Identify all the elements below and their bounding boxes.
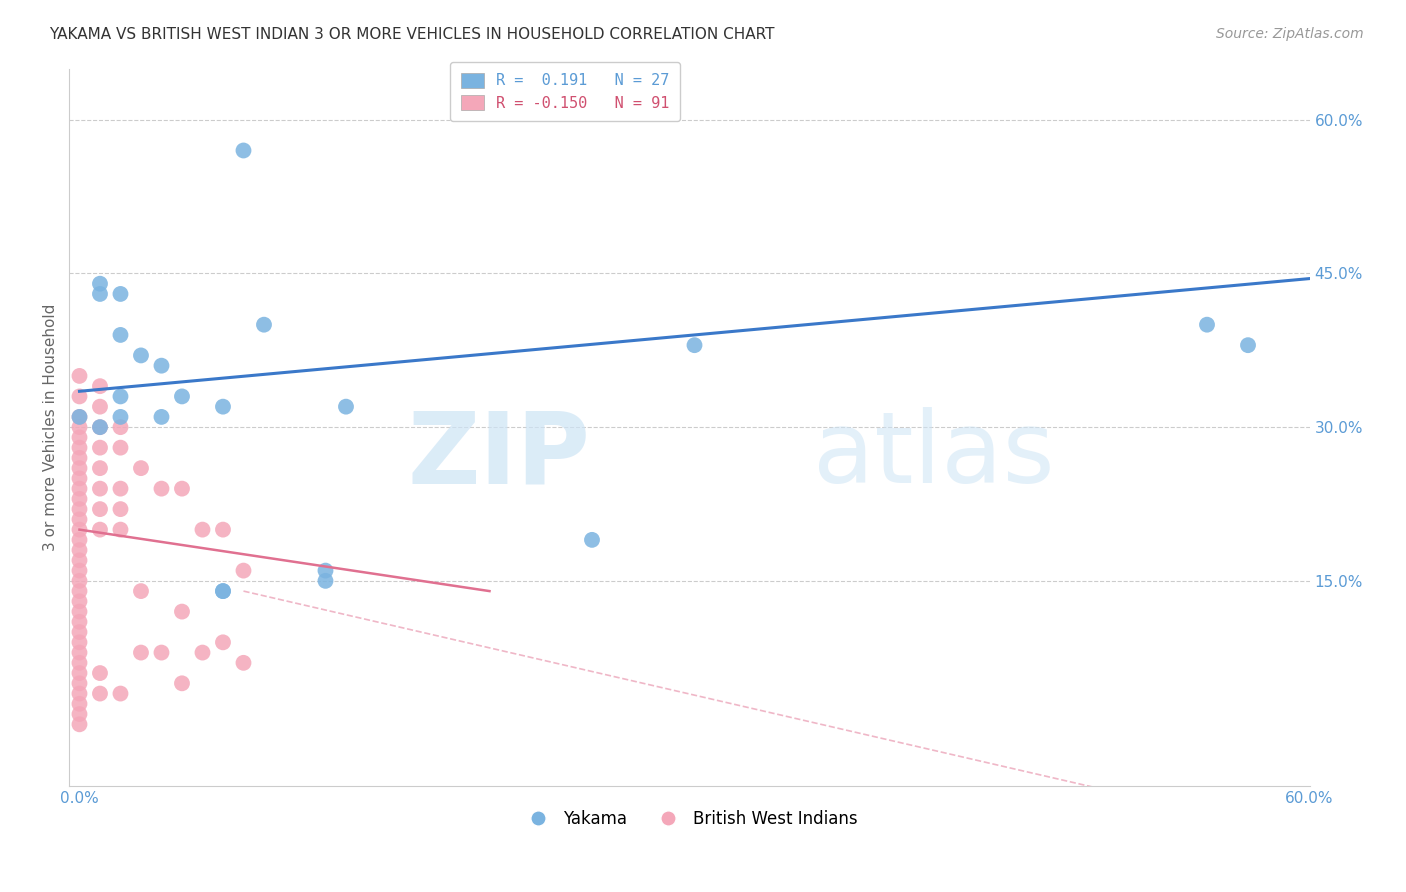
Point [69, 368, 91, 383]
Point [89, 482, 111, 496]
Text: Source: ZipAtlas.com: Source: ZipAtlas.com [1216, 27, 1364, 41]
Text: ZIP: ZIP [408, 408, 591, 504]
Point [69, 656, 91, 670]
Point [150, 646, 173, 660]
Point [335, 400, 357, 414]
Point [212, 523, 235, 537]
Point [69, 543, 91, 558]
Point [129, 348, 152, 362]
Point [232, 564, 254, 578]
Point [69, 523, 91, 537]
Point [129, 646, 152, 660]
Point [89, 379, 111, 393]
Point [69, 697, 91, 711]
Point [110, 287, 132, 301]
Point [69, 615, 91, 629]
Point [69, 409, 91, 424]
Point [170, 389, 193, 403]
Point [212, 635, 235, 649]
Point [89, 502, 111, 516]
Point [191, 523, 214, 537]
Point [69, 502, 91, 516]
Point [170, 482, 193, 496]
Y-axis label: 3 or more Vehicles in Household: 3 or more Vehicles in Household [44, 303, 58, 551]
Point [129, 461, 152, 475]
Point [170, 605, 193, 619]
Point [89, 420, 111, 434]
Point [69, 420, 91, 434]
Point [150, 409, 173, 424]
Point [69, 389, 91, 403]
Point [110, 327, 132, 342]
Point [89, 523, 111, 537]
Point [110, 482, 132, 496]
Point [110, 687, 132, 701]
Point [69, 707, 91, 722]
Point [683, 338, 706, 352]
Point [69, 461, 91, 475]
Point [69, 635, 91, 649]
Point [110, 409, 132, 424]
Point [110, 441, 132, 455]
Point [314, 564, 336, 578]
Point [69, 594, 91, 608]
Point [89, 400, 111, 414]
Point [89, 666, 111, 681]
Point [89, 287, 111, 301]
Point [69, 491, 91, 506]
Point [69, 512, 91, 526]
Text: YAKAMA VS BRITISH WEST INDIAN 3 OR MORE VEHICLES IN HOUSEHOLD CORRELATION CHART: YAKAMA VS BRITISH WEST INDIAN 3 OR MORE … [49, 27, 775, 42]
Point [69, 666, 91, 681]
Point [69, 409, 91, 424]
Point [1237, 338, 1260, 352]
Point [69, 717, 91, 731]
Point [314, 574, 336, 588]
Point [232, 656, 254, 670]
Point [212, 584, 235, 599]
Point [110, 389, 132, 403]
Point [69, 584, 91, 599]
Point [69, 646, 91, 660]
Point [170, 676, 193, 690]
Point [69, 430, 91, 444]
Point [69, 605, 91, 619]
Point [69, 625, 91, 640]
Point [129, 584, 152, 599]
Point [110, 502, 132, 516]
Point [150, 482, 173, 496]
Point [69, 533, 91, 547]
Point [69, 553, 91, 567]
Point [69, 471, 91, 485]
Point [581, 533, 603, 547]
Point [89, 687, 111, 701]
Point [89, 420, 111, 434]
Point [89, 441, 111, 455]
Point [69, 450, 91, 465]
Point [150, 359, 173, 373]
Point [253, 318, 276, 332]
Text: atlas: atlas [814, 408, 1054, 504]
Point [69, 687, 91, 701]
Point [110, 420, 132, 434]
Point [69, 564, 91, 578]
Point [191, 646, 214, 660]
Point [212, 400, 235, 414]
Point [232, 144, 254, 158]
Point [89, 277, 111, 291]
Point [69, 441, 91, 455]
Point [69, 574, 91, 588]
Point [89, 461, 111, 475]
Point [69, 676, 91, 690]
Point [1195, 318, 1218, 332]
Legend: Yakama, British West Indians: Yakama, British West Indians [515, 804, 865, 835]
Point [212, 584, 235, 599]
Point [110, 523, 132, 537]
Point [69, 482, 91, 496]
